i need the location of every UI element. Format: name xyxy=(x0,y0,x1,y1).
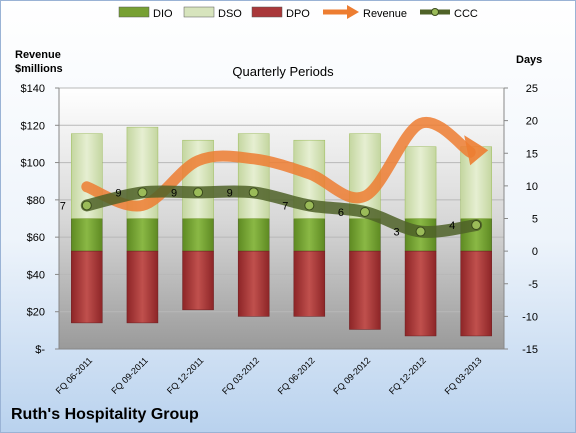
legend-dot xyxy=(431,8,439,16)
right-tick-label: 5 xyxy=(532,214,538,226)
ccc-point xyxy=(359,206,370,217)
ccc-point xyxy=(304,200,315,211)
left-axis-title: Revenue xyxy=(15,49,61,61)
dio-bar xyxy=(237,218,270,252)
right-tick-label: 10 xyxy=(526,181,538,193)
x-tick-label: FQ 06-2011 xyxy=(54,355,95,396)
legend-label: Revenue xyxy=(363,8,407,20)
right-tick-label: -10 xyxy=(522,311,538,323)
legend-swatch xyxy=(118,6,150,18)
dio-bar xyxy=(126,218,159,252)
revenue-arrowhead xyxy=(464,135,489,166)
ccc-data-label: 9 xyxy=(227,187,233,199)
dpo-bar xyxy=(126,250,159,324)
ccc-point xyxy=(137,187,148,198)
legend-label: DIO xyxy=(153,8,173,20)
x-tick-label: FQ 12-2012 xyxy=(387,355,428,396)
left-tick-label: $- xyxy=(35,344,45,356)
dio-bar xyxy=(349,218,381,252)
dpo-bar xyxy=(349,250,381,330)
right-tick-label: 20 xyxy=(526,116,538,128)
left-tick-label: $60 xyxy=(27,232,45,244)
ccc-data-label: 3 xyxy=(394,227,400,239)
right-axis-title: Days xyxy=(516,54,542,66)
x-tick-label: FQ 06-2012 xyxy=(276,355,317,396)
x-tick-label: FQ 03-2013 xyxy=(443,355,484,396)
ccc-point xyxy=(415,226,426,237)
left-tick-label: $80 xyxy=(27,195,45,207)
dpo-bar xyxy=(404,250,437,337)
legend-label: CCC xyxy=(454,8,478,20)
legend-label: DPO xyxy=(286,8,310,20)
x-tick-label: FQ 09-2011 xyxy=(109,355,150,396)
revenue-line xyxy=(81,116,476,212)
left-tick-label: $100 xyxy=(21,158,45,170)
right-tick-label: -15 xyxy=(522,344,538,356)
x-tick-label: FQ 03-2012 xyxy=(220,355,261,396)
legend-swatch xyxy=(251,6,283,18)
dpo-bar xyxy=(293,250,326,317)
legend-arrowhead xyxy=(347,5,359,19)
x-tick-label: FQ 09-2012 xyxy=(331,355,372,396)
company-name: Ruth's Hospitality Group xyxy=(11,406,199,423)
right-tick-label: -5 xyxy=(528,279,538,291)
dpo-bar xyxy=(237,250,270,317)
right-tick-label: 15 xyxy=(526,148,538,160)
legend-label: DSO xyxy=(218,8,242,20)
dso-bar xyxy=(404,146,437,219)
ccc-data-label: 9 xyxy=(115,187,121,199)
dio-bar xyxy=(293,218,326,252)
dpo-bar xyxy=(182,250,214,311)
dio-bar xyxy=(71,218,103,252)
left-tick-label: $120 xyxy=(21,120,45,132)
chart-title: Quarterly Periods xyxy=(232,64,334,79)
ccc-point xyxy=(193,187,204,198)
dso-bar xyxy=(237,133,270,219)
legend-swatch xyxy=(183,6,215,18)
right-tick-label: 0 xyxy=(532,246,538,258)
left-tick-label: $140 xyxy=(21,83,45,95)
left-tick-label: $20 xyxy=(27,307,45,319)
x-tick-label: FQ 12-2011 xyxy=(165,355,206,396)
ccc-data-label: 9 xyxy=(171,187,177,199)
ccc-point xyxy=(248,187,259,198)
dio-bar xyxy=(182,218,214,252)
left-axis-title-unit: $millions xyxy=(15,63,63,75)
ccc-data-label: 6 xyxy=(338,207,344,219)
ccc-point xyxy=(81,200,92,211)
ccc-data-label: 7 xyxy=(282,200,288,212)
ccc-point xyxy=(471,220,482,231)
left-tick-label: $40 xyxy=(27,269,45,281)
dpo-bar xyxy=(460,250,492,337)
ccc-data-label: 4 xyxy=(449,220,455,232)
right-tick-label: 25 xyxy=(526,83,538,95)
dpo-bar xyxy=(71,250,103,324)
ccc-data-label: 7 xyxy=(60,200,66,212)
